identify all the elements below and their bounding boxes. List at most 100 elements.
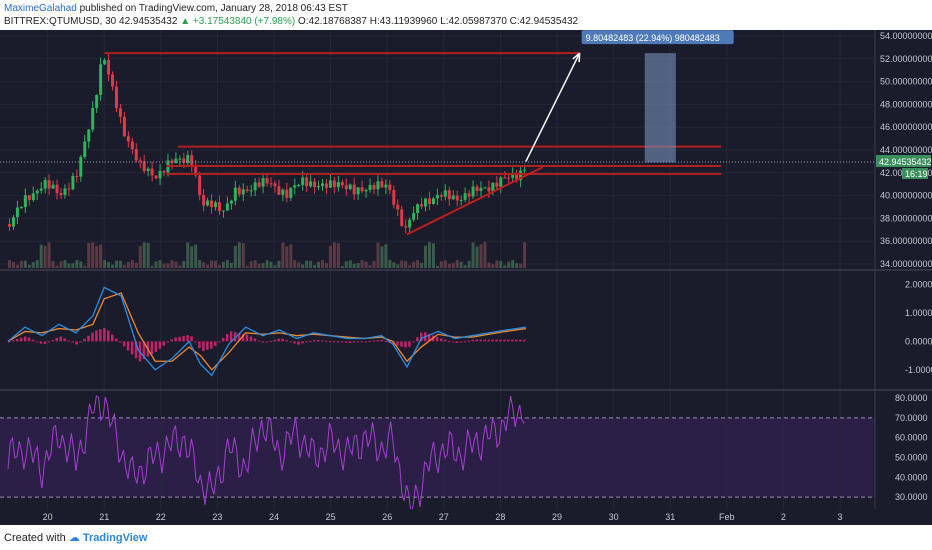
candle-body <box>43 180 47 189</box>
macd-histogram-bar <box>43 341 47 344</box>
macd-histogram-bar <box>229 331 233 342</box>
macd-histogram-bar <box>451 341 455 343</box>
last-price-tag-text: 42.94535432 <box>879 157 932 167</box>
volume-bar <box>408 265 412 268</box>
volume-bar <box>107 262 111 268</box>
volume-bar <box>114 260 118 268</box>
macd-histogram-bar <box>142 341 146 360</box>
candle-body <box>392 190 396 205</box>
candle-body <box>447 190 451 200</box>
volume-bar <box>499 260 503 268</box>
volume-bar <box>459 261 463 268</box>
volume-bar <box>138 245 142 268</box>
candle-body <box>55 184 59 193</box>
macd-histogram-bar <box>320 340 324 342</box>
candle-body <box>356 187 360 195</box>
volume-bar <box>412 261 416 268</box>
candle-body <box>225 203 229 211</box>
macd-histogram-bar <box>305 341 308 343</box>
candle-body <box>206 200 210 206</box>
footer: Created with ☁ TradingView <box>4 531 147 544</box>
macd-histogram-bar <box>396 341 399 346</box>
volume-bar <box>427 242 431 268</box>
volume-bar <box>332 242 336 268</box>
volume-bar <box>221 261 225 268</box>
chart-svg[interactable]: 54.00000000 52.00000000 50.00000000 48.0000… <box>0 30 932 525</box>
volume-bar <box>95 246 99 268</box>
ohlc-legend: BITTREX:QTUMUSD, 30 42.94535432 ▲ +3.175… <box>4 16 578 27</box>
macd-histogram-bar <box>162 341 166 346</box>
x-tick-label: 2 <box>781 512 786 522</box>
candle-body <box>138 160 142 162</box>
candle-body <box>194 165 198 176</box>
volume-bar <box>443 260 447 268</box>
measure-box <box>644 53 676 163</box>
volume-bar <box>328 245 332 268</box>
candle-body <box>245 189 249 191</box>
candle-body <box>412 212 416 220</box>
volume-bar <box>424 245 428 268</box>
macd-histogram-bar <box>23 336 27 342</box>
macd-histogram-bar <box>459 341 463 343</box>
volume-bar <box>463 265 467 268</box>
macd-histogram-bar <box>495 339 498 342</box>
price-tick-label: 54.00000000 <box>880 31 932 41</box>
rsi-tick-label: 30.0000 <box>895 492 928 502</box>
candle-body <box>182 158 186 164</box>
macd-histogram-bar <box>265 341 269 343</box>
volume-bar <box>487 262 491 268</box>
volume-bar <box>182 260 186 268</box>
candle-body <box>320 183 324 187</box>
volume-bar <box>43 246 47 268</box>
volume-bar <box>317 261 321 268</box>
x-axis-strip <box>0 509 932 525</box>
candle-body <box>253 182 257 191</box>
chart-area[interactable]: 54.00000000 52.00000000 50.00000000 48.0000… <box>0 30 932 525</box>
candle-body <box>11 217 15 227</box>
macd-histogram-bar <box>27 337 31 342</box>
candle-body <box>162 171 166 173</box>
volume-bar <box>495 260 499 268</box>
volume-bar <box>340 265 344 268</box>
x-tick-label: 31 <box>665 512 675 522</box>
volume-bar <box>103 260 107 268</box>
volume-bar <box>265 260 269 268</box>
candle-body <box>221 210 225 212</box>
macd-histogram-bar <box>170 339 173 342</box>
author-link[interactable]: MaximeGalahad <box>4 3 77 14</box>
macd-histogram-bar <box>281 338 284 342</box>
macd-histogram-bar <box>114 338 118 342</box>
volume-bar <box>134 262 138 268</box>
macd-histogram-bar <box>99 329 102 342</box>
countdown-tag <box>902 168 928 180</box>
macd-histogram-bar <box>194 341 197 343</box>
candle-body <box>372 184 376 190</box>
volume-bar <box>396 264 400 268</box>
macd-histogram-bar <box>241 333 245 342</box>
rsi-tick-label: 50.0000 <box>895 453 928 463</box>
macd-histogram-bar <box>55 337 59 342</box>
volume-bar <box>59 261 63 268</box>
macd-histogram-bar <box>186 335 189 342</box>
price-tick-label: 36.00000000 <box>880 236 932 246</box>
open-value: O:42.18768387 <box>297 16 367 27</box>
volume-bar <box>491 264 495 268</box>
macd-histogram-bar <box>467 340 471 342</box>
created-with-text: Created with <box>4 532 66 544</box>
tradingview-logo[interactable]: TradingView <box>82 532 148 544</box>
macd-histogram-bar <box>332 341 336 343</box>
macd-histogram-bar <box>519 339 522 342</box>
macd-histogram-bar <box>174 337 177 342</box>
macd-histogram-bar <box>126 341 130 351</box>
macd-histogram-bar <box>79 341 82 343</box>
macd-histogram-bar <box>376 340 379 342</box>
volume-bar <box>154 261 158 268</box>
macd-histogram-bar <box>443 339 447 342</box>
candle-body <box>91 107 95 130</box>
macd-histogram-bar <box>111 334 114 342</box>
macd-histogram-bar <box>245 334 249 342</box>
volume-bar <box>392 262 396 268</box>
candle-body <box>336 182 340 188</box>
volume-bar <box>55 265 59 268</box>
volume-bar <box>83 265 87 268</box>
